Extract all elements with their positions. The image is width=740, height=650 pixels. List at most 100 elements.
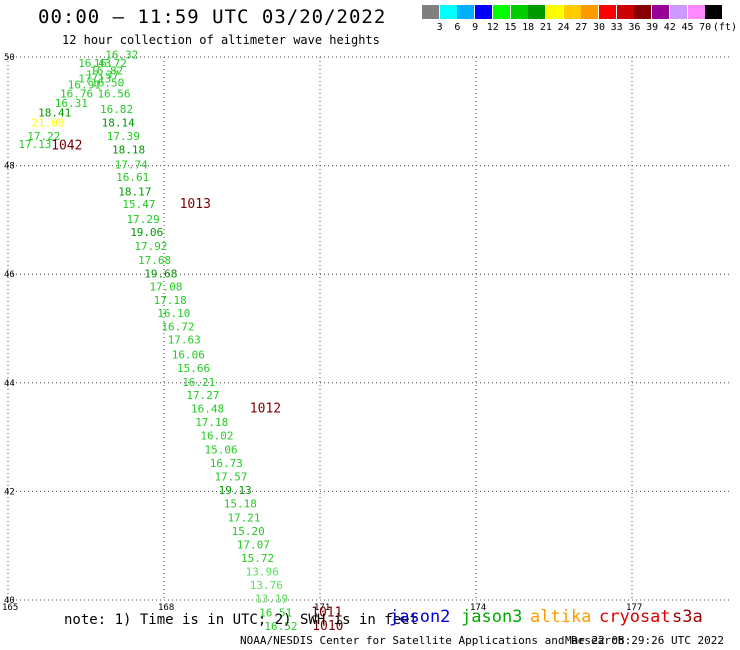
longitude-labels: 165 168 171 174 177 — [2, 603, 642, 613]
pressure-value: 1012 — [250, 402, 281, 417]
wave-height-value: 17.07 — [237, 538, 270, 551]
wave-height-value: 17.63 — [168, 334, 201, 347]
legend-label: 6 — [454, 22, 461, 33]
page-title: 00:00 – 11:59 UTC 03/20/2022 — [38, 6, 387, 28]
legend-swatch — [475, 5, 493, 19]
legend-swatch — [528, 5, 546, 19]
wave-height-value: 17.18 — [154, 294, 187, 307]
legend-swatch — [563, 5, 581, 19]
legend-swatch — [616, 5, 634, 19]
wave-height-value: 21.08 — [31, 117, 64, 130]
wave-height-value: 13.19 — [255, 593, 288, 606]
lon-label: 171 — [314, 603, 330, 613]
wave-height-value: 16.21 — [182, 376, 215, 389]
wave-height-value: 16.10 — [157, 307, 190, 320]
wave-height-value: 15.20 — [232, 525, 265, 538]
pressure-value: 1013 — [180, 197, 211, 212]
page-subtitle: 12 hour collection of altimeter wave hei… — [62, 33, 380, 47]
wave-height-value: 17.13 — [78, 73, 111, 86]
wave-height-value: 17.22 — [27, 130, 60, 143]
wave-height-value: 15.47 — [122, 198, 155, 211]
wave-height-value: 16.50 — [91, 76, 124, 89]
wave-height-value: 18.41 — [38, 107, 71, 120]
legend-swatch — [492, 5, 510, 19]
wave-height-value: 16.76 — [60, 88, 93, 101]
wave-height-value: 16.31 — [55, 97, 88, 110]
legend-label: 27 — [575, 22, 588, 33]
wave-height-value: 15.18 — [224, 498, 257, 511]
wave-height-value: 16.43 — [78, 57, 111, 70]
legend-label: 3 — [436, 22, 443, 33]
wave-height-value: 17.39 — [107, 130, 140, 143]
legend-swatch — [545, 5, 563, 19]
wave-height-value: 16.72 — [94, 57, 127, 70]
wave-height-values: 16.3216.7216.4316.8217.3717.1316.5016.91… — [18, 49, 297, 633]
wave-height-value: 16.52 — [264, 620, 297, 633]
wave-height-value: 16.02 — [200, 429, 233, 442]
wave-height-value: 19.13 — [219, 484, 252, 497]
wave-height-value: 16.32 — [105, 49, 138, 62]
legend-label: 21 — [539, 22, 552, 33]
lat-label: 46 — [4, 270, 15, 280]
graticule — [7, 56, 730, 601]
wave-height-value: 18.18 — [112, 144, 145, 157]
wave-height-value: 16.61 — [116, 171, 149, 184]
legend-swatch — [599, 5, 616, 19]
wave-height-value: 13.76 — [250, 579, 283, 592]
wave-height-value: 17.92 — [134, 240, 167, 253]
legend-label: 36 — [628, 22, 641, 33]
lon-label: 177 — [626, 603, 642, 613]
legend-swatch — [439, 5, 457, 19]
generated-timestamp: Mar 22 08:29:26 UTC 2022 — [565, 634, 724, 647]
wave-height-value: 19.06 — [130, 226, 163, 239]
satellite-s3a: s3a — [672, 607, 703, 627]
legend-label: 15 — [504, 22, 517, 33]
lat-label: 42 — [4, 487, 15, 497]
wave-height-value: 16.56 — [97, 88, 130, 101]
legend-swatch — [457, 5, 475, 19]
lat-label: 40 — [4, 596, 15, 606]
footer: NOAA/NESDIS Center for Satellite Applica… — [240, 634, 724, 647]
wave-height-value: 16.73 — [210, 457, 243, 470]
pressure-value: 1011 — [311, 605, 342, 620]
satellite-altika: altika — [530, 607, 592, 627]
legend-label: 45 — [681, 22, 694, 33]
wave-height-value: 16.48 — [191, 403, 224, 416]
lat-label: 50 — [4, 53, 15, 63]
lon-label: 165 — [2, 603, 18, 613]
legend-label: 30 — [592, 22, 606, 33]
pressure-value: 1010 — [312, 619, 343, 634]
wave-height-value: 17.68 — [138, 254, 171, 267]
wave-height-value: 18.14 — [102, 117, 135, 130]
legend-swatch — [510, 5, 528, 19]
wave-height-value: 16.72 — [161, 321, 194, 334]
legend-label: 18 — [522, 22, 535, 33]
wave-height-value: 17.37 — [86, 69, 119, 82]
satellite-jason2: jason2 — [389, 607, 451, 627]
satellite-jason3: jason3 — [461, 607, 523, 627]
legend-label: 9 — [472, 22, 479, 33]
wave-height-value: 17.29 — [127, 213, 160, 226]
wave-height-value: 17.57 — [214, 471, 247, 484]
lon-label: 174 — [470, 603, 486, 613]
lat-label: 48 — [4, 162, 15, 172]
legend-swatch — [669, 5, 687, 19]
wave-height-value: 15.06 — [205, 443, 238, 456]
units-note: note: 1) Time is in UTC; 2) SWH is in fe… — [64, 612, 419, 628]
lon-label: 168 — [158, 603, 174, 613]
wave-height-value: 15.66 — [177, 362, 210, 375]
legend-label: 33 — [610, 22, 623, 33]
legend-unit: (ft) — [712, 22, 737, 33]
legend-label: 42 — [663, 22, 676, 33]
wave-height-value: 16.91 — [68, 78, 101, 91]
wave-height-value: 19.68 — [144, 267, 177, 280]
wave-height-value: 13.96 — [246, 566, 279, 579]
legend-label: 39 — [646, 22, 659, 33]
wave-height-value: 18.17 — [118, 185, 151, 198]
legend-label: 70 — [699, 22, 712, 33]
wave-height-value: 15.72 — [241, 552, 274, 565]
legend-label: 24 — [557, 22, 570, 33]
legend-label: 12 — [486, 22, 499, 33]
wave-height-value: 17.21 — [227, 511, 260, 524]
